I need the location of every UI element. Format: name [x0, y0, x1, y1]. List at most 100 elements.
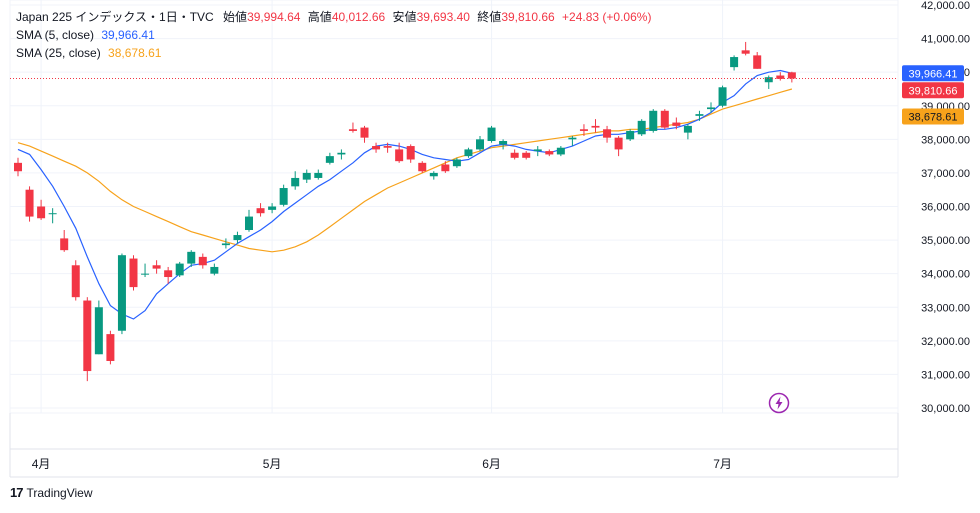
candle-body [568, 137, 577, 140]
candle-body [25, 189, 34, 217]
high-value: 40,012.66 [331, 10, 386, 24]
low-label: 安値 [392, 10, 417, 24]
candle [718, 85, 727, 108]
price-axis[interactable]: 42,000.0041,000.0040,000.0039,000.0038,0… [921, 0, 970, 415]
candle-body [314, 172, 323, 178]
price-tag: 38,678.61 [902, 108, 964, 125]
candle [429, 171, 438, 180]
symbol-title[interactable]: Japan 225 インデックス・1日・TVC [16, 10, 214, 24]
candle [175, 261, 184, 278]
y-tick-label: 36,000.00 [921, 202, 970, 214]
change-value: +24.83 (+0.06%) [562, 10, 652, 24]
candle [372, 142, 381, 153]
y-tick-label: 41,000.00 [921, 34, 970, 46]
candle [395, 142, 404, 163]
candle-body [83, 300, 92, 372]
candle [591, 119, 600, 133]
candle-body [245, 216, 253, 231]
candle [337, 149, 346, 160]
candle-body [591, 125, 600, 128]
price-tag: 39,966.41 [902, 65, 964, 82]
chart-grid [9, 0, 899, 478]
candle [198, 253, 207, 269]
candle [776, 72, 785, 81]
candle [245, 209, 253, 232]
candle-body [556, 147, 565, 155]
y-tick-label: 38,000.00 [921, 134, 970, 146]
candle [730, 55, 739, 71]
candle-body [94, 307, 103, 355]
candle-body [718, 87, 727, 106]
y-tick-label: 32,000.00 [921, 336, 970, 348]
candle-body [753, 55, 762, 69]
candle-body [787, 72, 796, 79]
close-label: 終値 [477, 10, 502, 24]
candle-body [360, 127, 369, 138]
candle-body [730, 57, 739, 68]
time-axis[interactable]: 4月 5月 6月 7月 [32, 457, 732, 471]
price-tag-text: 38,678.61 [909, 112, 958, 124]
candle [221, 238, 230, 249]
sma25-row[interactable]: SMA (25, close) 38,678.61 [16, 44, 651, 62]
y-tick-label: 35,000.00 [921, 235, 970, 247]
candle [660, 109, 669, 130]
candle [233, 231, 242, 244]
candle-body [626, 130, 635, 140]
price-tag-bg [902, 82, 964, 99]
price-tag-text: 39,810.66 [909, 85, 958, 97]
ohlc-row: Japan 225 インデックス・1日・TVC 始値39,994.64 高値40… [16, 8, 651, 26]
candle [637, 119, 646, 136]
candles-layer [14, 41, 796, 382]
candle-body [302, 172, 311, 180]
tradingview-logo-icon: 17 [10, 485, 24, 500]
candle-body [383, 146, 392, 148]
candle-body [603, 129, 612, 138]
sma5-line [17, 69, 793, 320]
candle [753, 52, 762, 69]
candle [279, 184, 288, 207]
candle-body [452, 159, 461, 167]
candle-body [395, 149, 404, 162]
price-tags: 39,966.41 39,810.66 38,678.61 [10, 65, 964, 125]
candle [141, 263, 150, 278]
candle-body [660, 110, 669, 128]
candle-body [325, 156, 334, 163]
candle [464, 147, 473, 158]
price-tag-text: 39,966.41 [909, 68, 958, 80]
brand-name: TradingView [26, 485, 93, 500]
x-tick-label: 5月 [263, 457, 282, 471]
candle-body [764, 77, 773, 83]
y-tick-label: 31,000.00 [921, 369, 970, 381]
candle [348, 122, 357, 133]
y-tick-label: 34,000.00 [921, 269, 970, 281]
candle-body [198, 256, 207, 266]
candle [187, 250, 196, 267]
candle [117, 253, 126, 335]
candle-body [256, 208, 265, 214]
candle [764, 75, 773, 89]
candle [210, 263, 219, 276]
candle-body [776, 75, 785, 79]
candle [302, 169, 311, 183]
sma25-layer [17, 88, 793, 253]
sma25-line [17, 88, 793, 253]
candle [614, 135, 623, 157]
candle-body [187, 251, 196, 264]
candle-body [406, 146, 415, 160]
candle [487, 125, 496, 143]
sma5-row[interactable]: SMA (5, close) 39,966.41 [16, 26, 651, 44]
candle-body [579, 129, 588, 131]
candle-body [649, 110, 658, 131]
candle [568, 135, 577, 147]
sma5-value: 39,966.41 [101, 28, 155, 42]
y-tick-label: 37,000.00 [921, 168, 970, 180]
candle [556, 146, 565, 157]
footer-brand[interactable]: 17 TradingView [10, 485, 93, 500]
lightning-icon[interactable] [768, 392, 790, 414]
candle [522, 151, 531, 160]
candle [626, 129, 635, 142]
candle [164, 266, 173, 284]
candle-body [672, 122, 681, 126]
candle [106, 330, 115, 365]
